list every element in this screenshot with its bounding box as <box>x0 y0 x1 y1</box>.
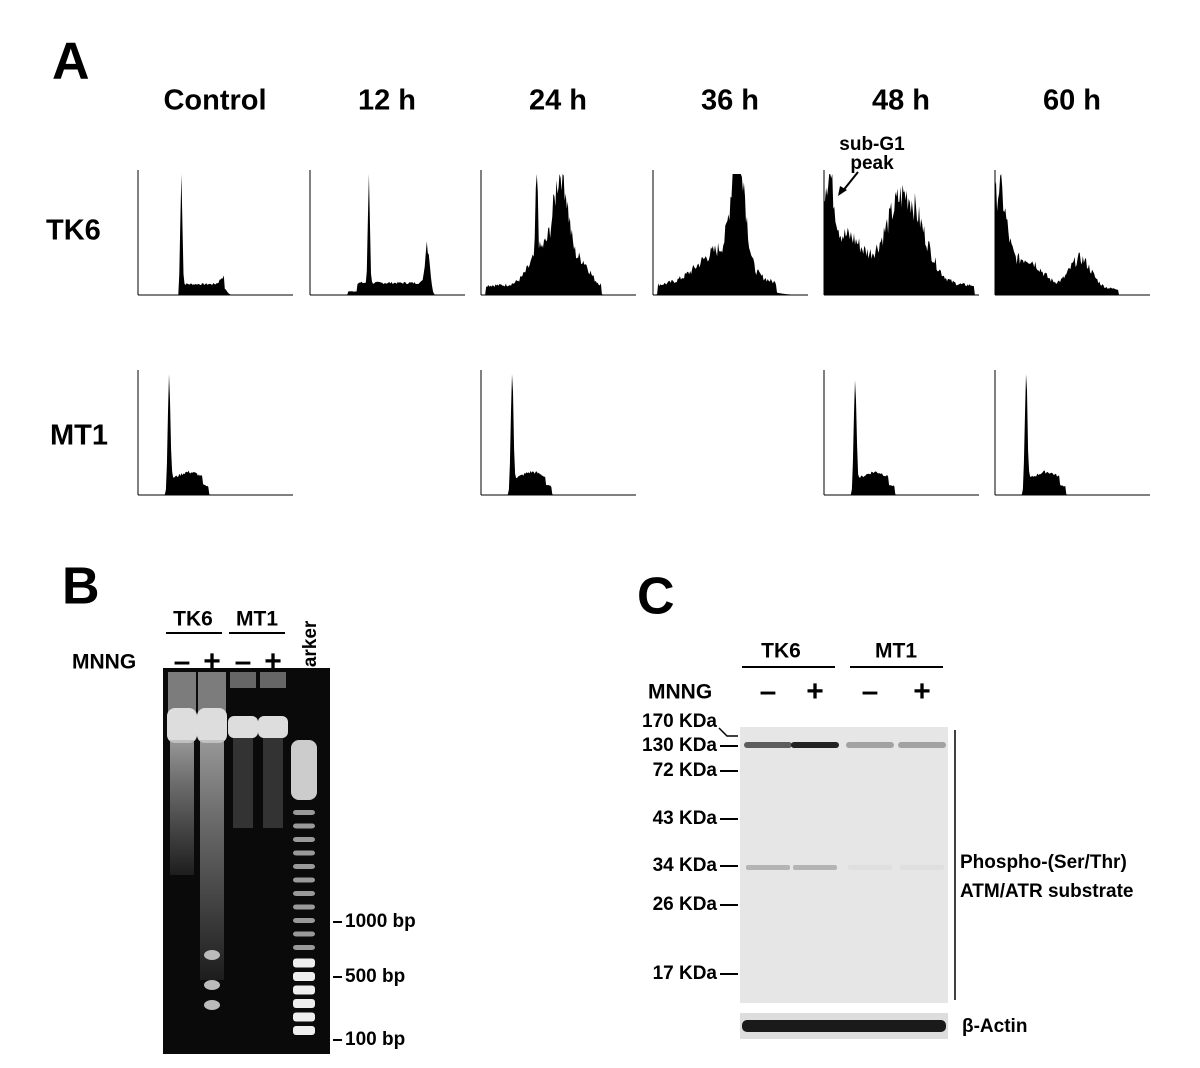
histogram <box>138 174 293 295</box>
timepoint-label: 12 h <box>358 85 416 117</box>
histogram <box>653 174 808 295</box>
weight-label: 17 KDa <box>653 963 718 984</box>
actin-band <box>742 1020 946 1032</box>
weight-labels: 170 KDa 130 KDa 72 KDa 43 KDa 34 KDa 26 KDa 17… <box>642 711 738 984</box>
blot-bands <box>744 742 946 870</box>
histogram <box>824 380 979 495</box>
group-label: TK6 <box>173 608 213 631</box>
marker-band <box>293 1012 315 1022</box>
band <box>744 742 792 748</box>
sign: – <box>862 675 879 708</box>
group-label: TK6 <box>761 640 801 663</box>
smear <box>233 738 253 828</box>
band <box>900 865 944 870</box>
timepoint-label: 48 h <box>872 85 930 117</box>
weight-label: 26 KDa <box>653 894 718 915</box>
group-label: MT1 <box>875 640 917 663</box>
band <box>167 708 197 743</box>
timepoint-label: 60 h <box>1043 85 1101 117</box>
row-label: MT1 <box>50 420 108 452</box>
arrowhead <box>838 186 847 196</box>
histogram <box>481 174 636 295</box>
timepoint-label: 36 h <box>701 85 759 117</box>
treatment-label: MNNG <box>648 681 712 704</box>
size-label: 100 bp <box>345 1029 405 1050</box>
well <box>168 672 196 712</box>
loading-label: β-Actin <box>962 1016 1027 1037</box>
sign: + <box>806 675 824 708</box>
antibody-label: Phospho-(Ser/Thr) <box>960 852 1127 873</box>
weight-label: 34 KDa <box>653 855 718 876</box>
sign: + <box>913 675 931 708</box>
weight-label: 72 KDa <box>653 760 718 781</box>
weight-label: 130 KDa <box>642 735 717 756</box>
size-label: 1000 bp <box>345 911 416 932</box>
band <box>898 742 946 748</box>
marker-band <box>293 877 315 883</box>
antibody-label: ATM/ATR substrate <box>960 881 1133 902</box>
annotation: sub-G1 <box>839 134 905 155</box>
histogram <box>310 174 465 295</box>
marker-band <box>293 837 315 842</box>
smear <box>263 738 283 828</box>
band <box>228 716 258 738</box>
weight-label: 170 KDa <box>642 711 717 732</box>
histogram <box>824 174 979 295</box>
marker-band <box>293 810 315 815</box>
band <box>204 1000 220 1010</box>
weight-label: 43 KDa <box>653 808 718 829</box>
histogram <box>138 374 293 495</box>
smear <box>170 740 194 875</box>
band <box>746 865 790 870</box>
marker-label: Marker <box>300 620 321 683</box>
histogram <box>995 174 1150 295</box>
band <box>846 742 894 748</box>
marker-band <box>293 864 315 869</box>
marker-band <box>293 945 315 950</box>
histogram <box>481 374 636 495</box>
group-label: MT1 <box>236 608 278 631</box>
panel-label: B <box>62 558 100 616</box>
band <box>258 716 288 738</box>
treatment-label: MNNG <box>72 651 136 674</box>
marker-band <box>293 985 315 995</box>
band <box>791 742 839 748</box>
arrow <box>841 171 859 193</box>
marker-band <box>291 740 317 800</box>
histograms <box>137 170 1150 496</box>
band <box>204 980 220 990</box>
timepoint-label: 24 h <box>529 85 587 117</box>
panel-label: C <box>637 568 675 626</box>
well <box>230 672 256 688</box>
sign: – <box>760 675 777 708</box>
marker-band <box>293 999 315 1008</box>
panel-label: A <box>52 33 90 91</box>
tick <box>718 727 738 737</box>
marker-band <box>293 918 315 923</box>
marker-band <box>293 1026 315 1035</box>
smear <box>200 740 224 980</box>
annotation: peak <box>850 153 894 174</box>
band <box>204 950 220 960</box>
marker-band <box>293 931 315 937</box>
size-label: 500 bp <box>345 966 405 987</box>
histogram <box>995 374 1150 495</box>
well <box>260 672 286 688</box>
band <box>793 865 837 870</box>
marker-band <box>293 958 315 968</box>
marker-band <box>293 904 315 910</box>
band <box>848 865 892 870</box>
marker-band <box>293 850 315 856</box>
gel-lanes <box>167 672 317 1035</box>
band <box>197 708 227 743</box>
row-label: TK6 <box>46 215 101 247</box>
well <box>198 672 226 712</box>
blot <box>740 727 948 1003</box>
timepoint-label: Control <box>163 85 266 117</box>
marker-band <box>293 972 315 981</box>
marker-band <box>293 823 315 829</box>
marker-band <box>293 891 315 896</box>
